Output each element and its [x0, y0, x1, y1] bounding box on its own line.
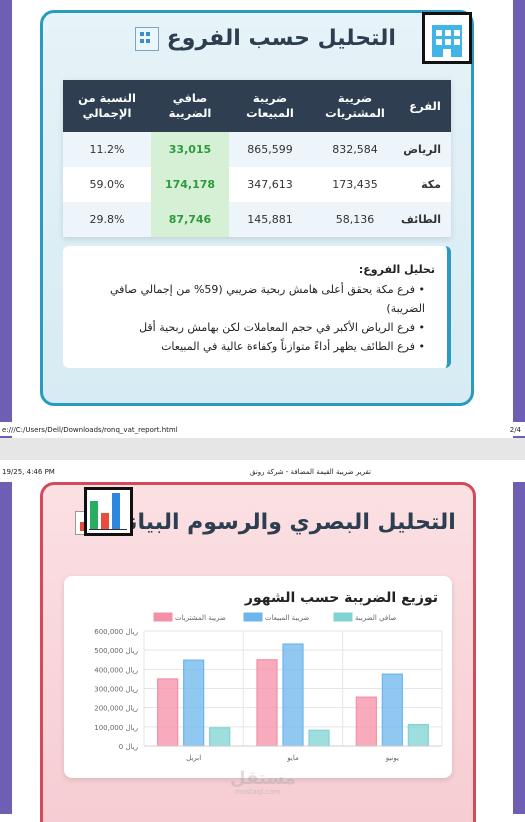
bar — [183, 659, 205, 747]
legend-swatch — [153, 612, 173, 622]
table-header-row: الفرع ضريبة المشتريات ضريبة المبيعات صاف… — [63, 80, 451, 132]
col-purchases: ضريبة المشتريات — [311, 80, 399, 132]
bar — [209, 727, 231, 747]
y-tick-label: 600,000 ريال — [94, 628, 138, 636]
cell-pct: 29.8% — [63, 202, 151, 237]
table-row: الرياض 832,584 865,599 33,015 11.2% — [63, 132, 451, 167]
table-row: الطائف 58,136 145,881 87,746 29.8% — [63, 202, 451, 237]
legend-label: ضريبة المبيعات — [265, 614, 309, 622]
bar-chart-icon — [84, 487, 133, 536]
footer-page: 2/4 — [509, 426, 521, 434]
bar — [256, 659, 278, 747]
watermark-url: mostaql.com — [235, 788, 281, 796]
analysis-heading: تحليل الفروع: — [358, 263, 435, 276]
cell-purchases: 58,136 — [311, 202, 399, 237]
table-row: مكة 173,435 347,613 174,178 59.0% — [63, 167, 451, 202]
cell-branch: الطائف — [399, 202, 451, 237]
legend-swatch — [243, 612, 263, 622]
right-edge-strip — [513, 0, 525, 440]
list-item: فرع الطائف يظهر أداءً متوازناً وكفاءة عا… — [75, 337, 425, 356]
cell-branch: الرياض — [399, 132, 451, 167]
print-header: 19/25, 4:46 PM تقرير ضريبة القيمة المضاف… — [0, 462, 525, 478]
left-edge-strip-2 — [0, 482, 12, 814]
col-net: صافي الضريبة — [151, 80, 229, 132]
cell-sales: 347,613 — [229, 167, 311, 202]
header-date: 19/25, 4:46 PM — [2, 468, 55, 476]
y-tick-label: 300,000 ريال — [94, 686, 138, 694]
bar — [381, 673, 403, 747]
title-text: التحليل حسب الفروع — [166, 26, 396, 51]
chart-title: توزيع الضريبة حسب الشهور — [244, 590, 438, 606]
watermark: مستقل — [230, 768, 296, 789]
cell-branch: مكة — [399, 167, 451, 202]
chart-card: توزيع الضريبة حسب الشهور ضريبة المشتريات… — [64, 576, 452, 778]
header-title: تقرير ضريبة القيمة المضافة - شركة رونق — [250, 468, 371, 476]
bar — [157, 678, 179, 747]
legend-label: ضريبة المشتريات — [175, 614, 226, 622]
branch-analysis-box: تحليل الفروع: فرع مكة يحقق أعلى هامش ربح… — [63, 246, 451, 368]
cell-pct: 11.2% — [63, 132, 151, 167]
cell-net: 174,178 — [151, 167, 229, 202]
cell-purchases: 173,435 — [311, 167, 399, 202]
analysis-list: فرع مكة يحقق أعلى هامش ربحية ضريبي (59% … — [75, 280, 435, 356]
list-item: فرع مكة يحقق أعلى هامش ربحية ضريبي (59% … — [75, 280, 425, 318]
cell-sales: 865,599 — [229, 132, 311, 167]
page-title-branches: التحليل حسب الفروع — [0, 26, 525, 51]
cell-net: 87,746 — [151, 202, 229, 237]
bar — [355, 696, 377, 747]
legend-label: صافي الضريبة — [355, 614, 396, 622]
col-pct: النسبة من الإجمالي — [63, 80, 151, 132]
x-tick-label: يونيو — [385, 754, 399, 762]
y-tick-label: 100,000 ريال — [94, 724, 138, 732]
bar — [282, 643, 304, 747]
left-edge-strip — [0, 0, 12, 440]
right-edge-strip-2 — [513, 482, 525, 814]
print-footer: e:///C:/Users/Dell/Downloads/ronq_vat_re… — [0, 422, 525, 436]
branches-table: الفرع ضريبة المشتريات ضريبة المبيعات صاف… — [63, 80, 451, 237]
y-tick-label: 400,000 ريال — [94, 666, 138, 674]
col-branch: الفرع — [399, 80, 451, 132]
cell-sales: 145,881 — [229, 202, 311, 237]
page-title-visual: التحليل البصري والرسوم البيانية — [0, 510, 525, 535]
x-tick-label: ابريل — [186, 754, 201, 762]
col-sales: ضريبة المبيعات — [229, 80, 311, 132]
cell-net: 33,015 — [151, 132, 229, 167]
y-tick-label: 0 ريال — [119, 743, 138, 751]
page-gap — [0, 438, 525, 460]
footer-path: e:///C:/Users/Dell/Downloads/ronq_vat_re… — [2, 426, 178, 434]
y-tick-label: 200,000 ريال — [94, 705, 138, 713]
tax-by-month-chart: ضريبة المشتريات ضريبة المبيعات صافي الضريب… — [94, 612, 443, 762]
y-tick-label: 500,000 ريال — [94, 647, 138, 655]
office-building-icon — [422, 12, 472, 64]
building-icon — [135, 27, 160, 51]
cell-purchases: 832,584 — [311, 132, 399, 167]
title-text: التحليل البصري والرسوم البيانية — [106, 510, 456, 535]
legend-swatch — [333, 612, 353, 622]
bar — [407, 723, 429, 747]
bar — [308, 729, 330, 747]
x-tick-label: مايو — [286, 754, 299, 762]
list-item: فرع الرياض الأكبر في حجم المعاملات لكن ب… — [75, 318, 425, 337]
cell-pct: 59.0% — [63, 167, 151, 202]
